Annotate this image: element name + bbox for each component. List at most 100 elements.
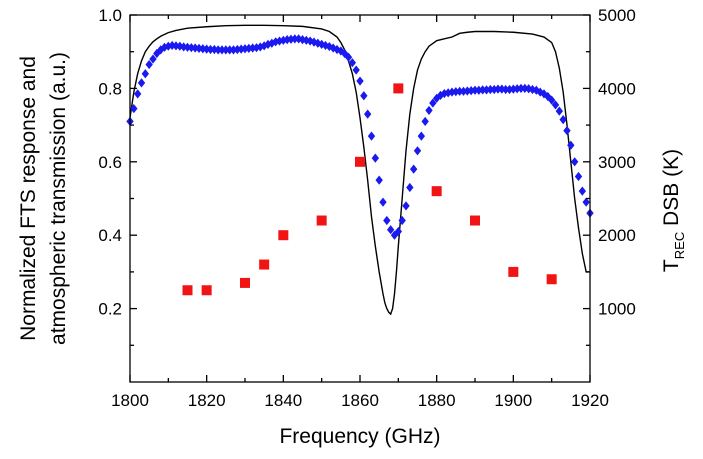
- fts-point: [356, 76, 364, 86]
- fts-point: [394, 226, 403, 237]
- right-y-tick-label: 5000: [598, 6, 636, 25]
- fts-point: [383, 215, 391, 226]
- trec-point: [259, 259, 270, 270]
- plot-frame: [129, 14, 591, 383]
- fts-point: [444, 88, 452, 98]
- left-y-axis-ticks: 0.2 0.4 0.6 0.8 1.0: [98, 6, 137, 346]
- fts-point: [379, 197, 387, 207]
- right-y-tick-label: 4000: [598, 79, 636, 98]
- x-axis-title: Frequency (GHz): [279, 425, 440, 448]
- fts-point: [344, 52, 353, 62]
- fts-point: [218, 45, 226, 55]
- trec-point: [470, 215, 480, 226]
- fts-point: [402, 201, 410, 211]
- left-y-axis-title-line2: atmospheric transmission (a.u.): [47, 52, 70, 345]
- fts-point: [509, 84, 518, 94]
- right-y-tick-label: 1000: [598, 300, 636, 319]
- fts-point: [494, 84, 502, 94]
- left-y-tick-label: 0.8: [98, 79, 122, 98]
- fts-point: [555, 106, 564, 116]
- fts-point: [191, 43, 199, 53]
- fts-point: [567, 140, 575, 150]
- fts-point: [141, 69, 150, 79]
- fts-point: [164, 41, 173, 51]
- fts-point: [130, 103, 138, 114]
- fts-point: [256, 42, 265, 52]
- trec-point: [355, 156, 365, 167]
- fts-point: [172, 41, 180, 51]
- left-y-tick-label: 0.2: [98, 300, 122, 319]
- trec-point: [393, 83, 404, 94]
- right-y-axis-ticks: 1000 2000 3000 4000 5000: [583, 6, 636, 346]
- right-y-tick-label: 3000: [598, 153, 636, 172]
- fts-point: [153, 48, 161, 59]
- trec-dsb-series: [182, 83, 557, 296]
- fts-point: [521, 83, 529, 93]
- fts-point: [475, 85, 483, 95]
- fts-point: [314, 38, 322, 48]
- fts-point: [291, 34, 299, 44]
- left-y-tick-label: 1.0: [98, 6, 122, 25]
- fts-point: [386, 225, 395, 235]
- fts-point: [574, 171, 583, 182]
- fts-point: [471, 85, 479, 95]
- trec-point: [316, 215, 327, 226]
- fts-point: [406, 182, 414, 193]
- fts-point: [187, 43, 196, 53]
- x-tick-label: 1840: [264, 391, 302, 410]
- fts-point: [233, 44, 242, 55]
- right-y-axis-title: TREC DSB (K): [660, 149, 687, 272]
- fts-point: [417, 131, 426, 141]
- fts-point: [222, 45, 230, 55]
- fts-point: [279, 35, 288, 45]
- fts-point: [544, 91, 552, 102]
- x-tick-label: 1800: [111, 391, 149, 410]
- fts-point: [206, 44, 215, 55]
- fts-point: [467, 86, 475, 96]
- fts-point: [478, 85, 487, 95]
- fts-point: [429, 98, 437, 108]
- fts-point: [536, 87, 544, 97]
- fts-point: [225, 45, 234, 55]
- fts-point: [260, 41, 268, 51]
- x-tick-label: 1900: [494, 391, 532, 410]
- left-y-axis-title-line1: Normalized FTS response and: [17, 56, 40, 341]
- fts-point: [432, 93, 441, 103]
- fts-point: [245, 43, 253, 53]
- atmospheric-transmission-series: [129, 24, 590, 316]
- trec-point: [182, 285, 193, 296]
- fts-point: [168, 40, 176, 51]
- x-tick-label: 1880: [418, 391, 456, 410]
- right-y-axis-title-subscript: REC: [672, 232, 687, 259]
- fts-point: [363, 109, 372, 119]
- fts-point: [547, 95, 556, 105]
- fts-point: [348, 58, 357, 68]
- right-y-axis-title-rest: DSB (K): [660, 149, 683, 232]
- fts-point: [532, 85, 541, 95]
- atmospheric-transmission-line: [129, 24, 590, 316]
- fts-point: [371, 153, 380, 163]
- trec-point: [508, 266, 519, 277]
- fts-point: [352, 65, 360, 75]
- fts-point: [160, 42, 169, 52]
- fts-point: [133, 89, 142, 99]
- fts-point: [337, 46, 345, 56]
- x-tick-label: 1860: [341, 391, 379, 410]
- fts-point: [264, 39, 272, 49]
- fts-response-series: [126, 34, 594, 240]
- fts-point: [340, 48, 349, 59]
- fts-point: [559, 114, 567, 125]
- fts-point: [375, 175, 383, 185]
- left-y-tick-label: 0.4: [98, 226, 122, 245]
- fts-point: [321, 40, 330, 51]
- x-tick-label: 1820: [188, 391, 226, 410]
- fts-point: [145, 59, 153, 70]
- fts-point: [563, 126, 571, 136]
- fts-point: [459, 86, 468, 96]
- fts-point: [149, 54, 157, 64]
- fts-point: [248, 43, 257, 53]
- fts-point: [490, 84, 498, 95]
- fts-point: [367, 131, 376, 141]
